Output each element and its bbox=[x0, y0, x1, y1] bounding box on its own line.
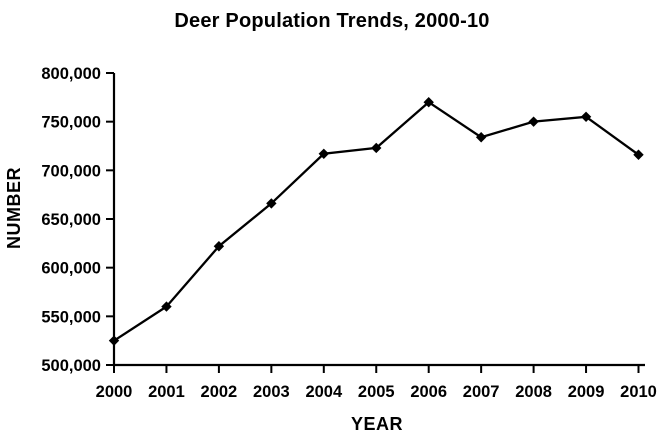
data-point-marker-2001 bbox=[161, 301, 172, 312]
data-point-marker-2006 bbox=[423, 97, 434, 108]
data-point-marker-2005 bbox=[371, 142, 382, 154]
x-tick-label: 2008 bbox=[515, 383, 552, 401]
plot-area: 500,000 550,000 600,000 650,000 700,000 750,0… bbox=[41, 65, 657, 401]
y-tick-label: 800,000 bbox=[41, 65, 101, 83]
y-tick-label: 750,000 bbox=[41, 114, 101, 132]
data-point-marker-2010 bbox=[633, 149, 644, 160]
x-tick-label: 2009 bbox=[568, 383, 605, 401]
y-tick-label: 700,000 bbox=[41, 162, 101, 180]
x-tick-label: 2001 bbox=[148, 383, 185, 401]
x-tick-label: 2000 bbox=[96, 383, 133, 401]
y-tick-label: 550,000 bbox=[41, 308, 101, 326]
data-point-marker-2003 bbox=[266, 198, 277, 209]
x-axis-title: YEAR bbox=[351, 414, 403, 434]
y-tick-label: 600,000 bbox=[41, 260, 101, 278]
trend-line bbox=[113, 100, 640, 342]
data-point-marker-2007 bbox=[475, 132, 487, 143]
x-tick-label: 2007 bbox=[463, 383, 500, 401]
x-tick-label: 2002 bbox=[201, 383, 238, 401]
x-tick-label: 2004 bbox=[305, 383, 343, 401]
y-tick-label: 500,000 bbox=[41, 357, 101, 375]
data-point-marker-2009 bbox=[580, 111, 592, 122]
x-tick-label: 2010 bbox=[620, 383, 657, 401]
data-point-marker-2008 bbox=[528, 116, 539, 127]
x-tick-label: 2003 bbox=[253, 383, 290, 401]
x-tick-label: 2006 bbox=[410, 383, 447, 401]
data-point-marker-2000 bbox=[108, 335, 120, 346]
data-point-marker-2002 bbox=[213, 241, 225, 252]
y-axis-title: NUMBER bbox=[4, 167, 24, 249]
chart-title: Deer Population Trends, 2000-10 bbox=[174, 10, 489, 32]
data-point-marker-2004 bbox=[318, 148, 329, 159]
y-tick-label: 650,000 bbox=[41, 211, 101, 229]
x-tick-label: 2005 bbox=[358, 383, 395, 401]
